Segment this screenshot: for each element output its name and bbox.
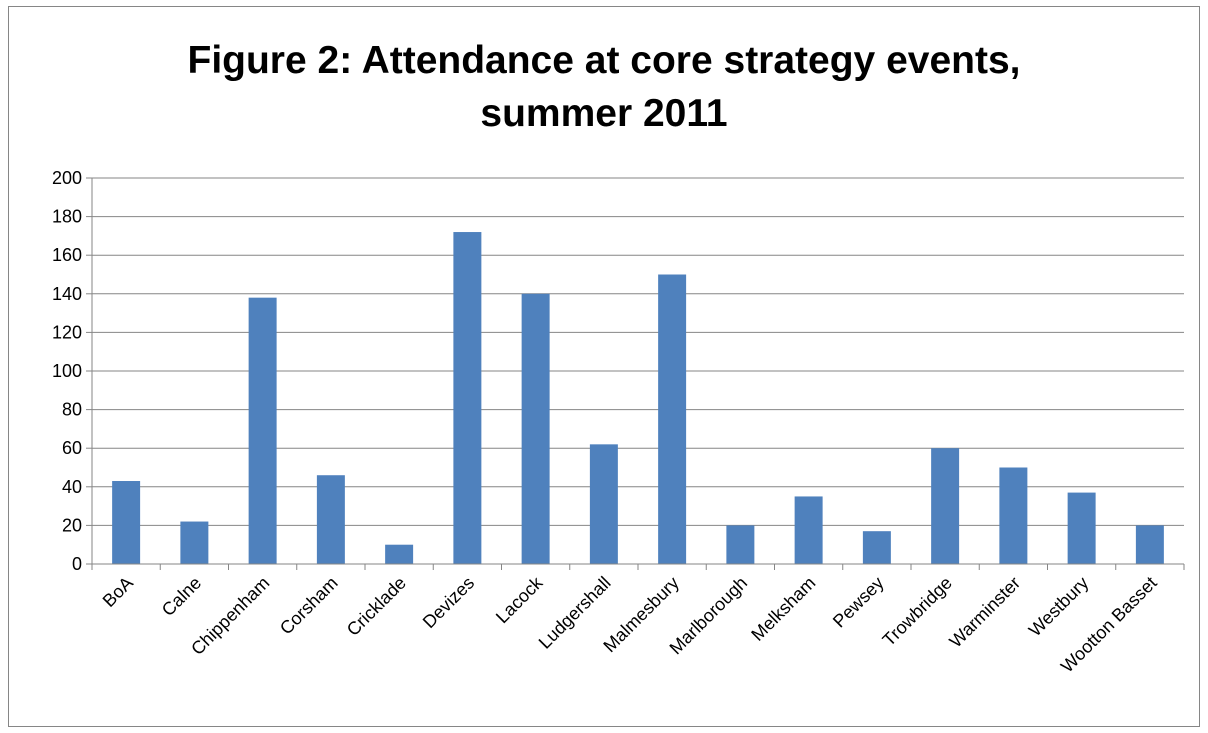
bar-lacock bbox=[521, 293, 550, 564]
y-tick-label: 100 bbox=[52, 361, 82, 381]
y-tick-label: 200 bbox=[52, 168, 82, 188]
bar-ludgershall bbox=[589, 444, 618, 564]
chart-title-line-2: summer 2011 bbox=[480, 92, 728, 135]
bar-marlborough bbox=[726, 525, 755, 564]
bar-wootton-basset bbox=[1135, 525, 1164, 564]
bar-chippenham bbox=[248, 297, 277, 564]
x-tick-label: Pewsey bbox=[829, 573, 888, 632]
y-tick-label: 120 bbox=[52, 322, 82, 342]
bar-warminster bbox=[999, 467, 1028, 564]
y-tick-label: 40 bbox=[62, 477, 82, 497]
y-tick-label: 0 bbox=[72, 554, 82, 574]
chart-frame: Figure 2: Attendance at core strategy ev… bbox=[8, 6, 1200, 727]
x-tick-label: Devizes bbox=[419, 573, 478, 632]
x-tick-label: Melksham bbox=[747, 573, 819, 645]
x-tick-label: Calne bbox=[158, 573, 205, 620]
y-tick-label: 20 bbox=[62, 515, 82, 535]
y-tick-label: 180 bbox=[52, 207, 82, 227]
bar-boa bbox=[112, 481, 141, 564]
x-tick-label: Corsham bbox=[276, 573, 342, 639]
bar-calne bbox=[180, 521, 209, 564]
bar-trowbridge bbox=[931, 448, 960, 564]
x-tick-label: Cricklade bbox=[343, 573, 410, 640]
x-tick-label: Warminster bbox=[945, 573, 1024, 652]
chart-title-line-1: Figure 2: Attendance at core strategy ev… bbox=[187, 39, 1021, 82]
x-tick-label: Trowbridge bbox=[879, 573, 956, 650]
bar-pewsey bbox=[862, 531, 891, 564]
y-tick-label: 60 bbox=[62, 438, 82, 458]
x-tick-label: Lacock bbox=[492, 572, 547, 627]
y-tick-label: 160 bbox=[52, 245, 82, 265]
bar-corsham bbox=[316, 475, 345, 564]
bar-devizes bbox=[453, 232, 482, 565]
x-tick-label: Westbury bbox=[1025, 573, 1093, 641]
bar-westbury bbox=[1067, 492, 1096, 564]
y-tick-label: 140 bbox=[52, 284, 82, 304]
x-tick-label: BoA bbox=[99, 573, 137, 611]
bar-melksham bbox=[794, 496, 823, 564]
bar-malmesbury bbox=[658, 274, 687, 564]
chart-title: Figure 2: Attendance at core strategy ev… bbox=[9, 34, 1199, 140]
bar-cricklade bbox=[385, 544, 414, 564]
y-tick-label: 80 bbox=[62, 400, 82, 420]
